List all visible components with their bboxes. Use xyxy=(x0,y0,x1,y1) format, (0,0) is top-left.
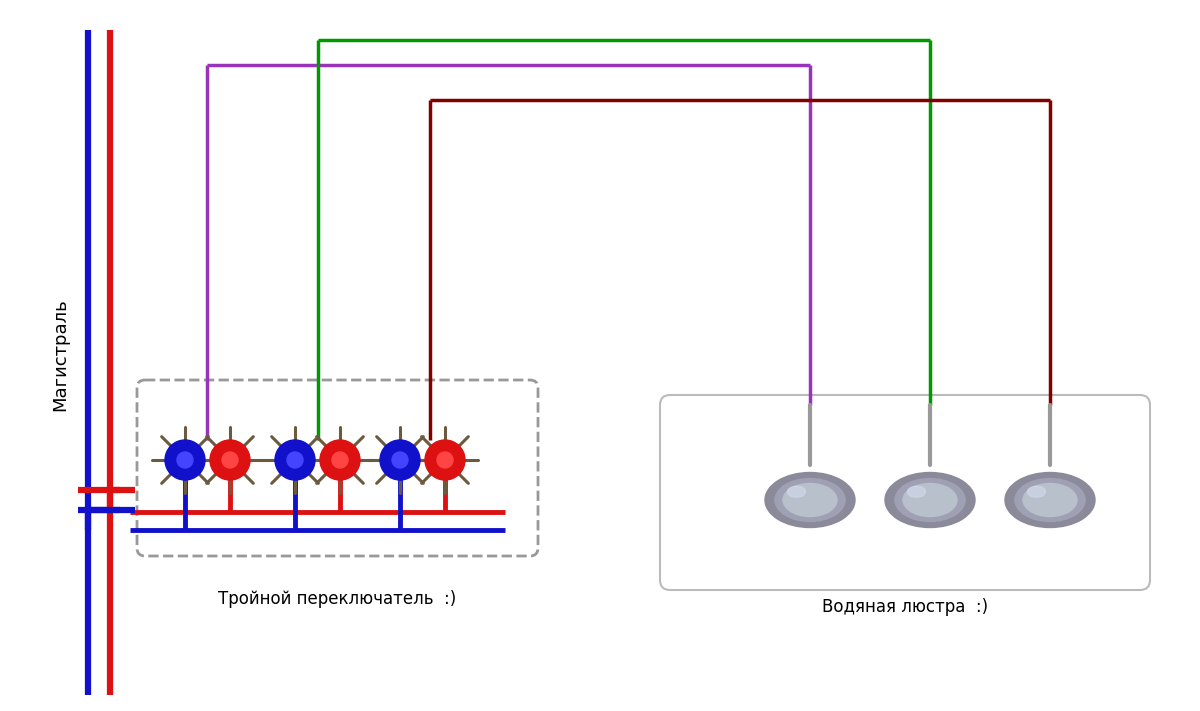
Text: Тройной переключатель  :): Тройной переключатель :) xyxy=(218,590,457,608)
Text: Водяная люстра  :): Водяная люстра :) xyxy=(822,598,988,616)
Circle shape xyxy=(210,440,250,480)
Circle shape xyxy=(425,440,466,480)
Ellipse shape xyxy=(1027,486,1045,497)
Circle shape xyxy=(222,452,238,468)
Circle shape xyxy=(178,452,193,468)
Ellipse shape xyxy=(1015,479,1085,521)
Ellipse shape xyxy=(1006,473,1096,528)
Ellipse shape xyxy=(886,473,974,528)
Circle shape xyxy=(380,440,420,480)
Circle shape xyxy=(166,440,205,480)
Ellipse shape xyxy=(904,483,958,516)
Ellipse shape xyxy=(787,486,805,497)
Ellipse shape xyxy=(1022,483,1078,516)
Text: Магистраль: Магистраль xyxy=(50,299,70,412)
Ellipse shape xyxy=(895,479,965,521)
Circle shape xyxy=(332,452,348,468)
Ellipse shape xyxy=(784,483,838,516)
Ellipse shape xyxy=(775,479,845,521)
Circle shape xyxy=(287,452,302,468)
Circle shape xyxy=(275,440,314,480)
Circle shape xyxy=(392,452,408,468)
Circle shape xyxy=(437,452,454,468)
Ellipse shape xyxy=(907,486,925,497)
Circle shape xyxy=(320,440,360,480)
Ellipse shape xyxy=(766,473,854,528)
